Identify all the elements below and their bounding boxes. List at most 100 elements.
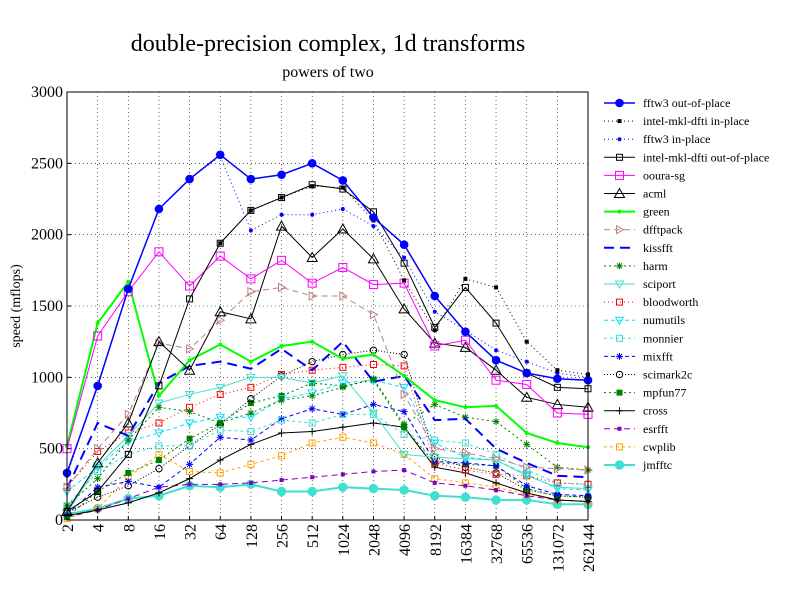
star-stroke xyxy=(248,410,254,416)
data-point xyxy=(460,335,470,345)
x-tick-label: 128 xyxy=(244,524,261,548)
data-point xyxy=(491,375,501,385)
data-point xyxy=(124,409,134,420)
data-point xyxy=(553,463,563,474)
data-point xyxy=(432,309,437,314)
data-point xyxy=(461,448,471,458)
data-point xyxy=(183,364,196,375)
data-point xyxy=(124,450,132,458)
legend-label: intel-mkl-dfti in-place xyxy=(643,114,749,128)
series xyxy=(63,375,592,510)
data-point xyxy=(523,440,531,448)
data-point xyxy=(247,460,255,468)
legend-label: numutils xyxy=(643,313,685,327)
data-point xyxy=(126,496,131,501)
data-point xyxy=(279,478,284,483)
data-point xyxy=(463,483,468,488)
series xyxy=(218,184,590,377)
x-tick-label: 131072 xyxy=(550,524,567,572)
data-point xyxy=(184,390,195,400)
data-point xyxy=(431,443,440,454)
data-point xyxy=(122,416,135,428)
legend-label: intel-mkl-dfti out-of-place xyxy=(643,150,769,164)
star-stroke xyxy=(309,393,316,399)
data-point xyxy=(278,429,286,437)
data-point xyxy=(155,483,163,491)
data-point xyxy=(616,352,623,360)
legend-item: numutils xyxy=(604,313,685,327)
data-point xyxy=(94,467,102,475)
data-point xyxy=(429,439,440,448)
data-point xyxy=(125,469,132,476)
data-point xyxy=(463,405,468,410)
data-point xyxy=(339,383,347,391)
data-point xyxy=(553,374,562,384)
data-point xyxy=(124,499,132,507)
data-point xyxy=(461,466,469,474)
data-point xyxy=(215,150,225,160)
legend-item: green xyxy=(604,205,670,219)
legend-item: esrfft xyxy=(604,422,669,436)
data-point xyxy=(310,475,315,480)
data-point xyxy=(279,212,284,217)
data-point xyxy=(186,435,193,442)
legend-label: kissfft xyxy=(643,241,673,255)
data-point xyxy=(126,279,131,284)
data-point xyxy=(521,472,532,481)
legend-item: mpfun77 xyxy=(604,386,686,400)
data-point xyxy=(245,312,257,324)
data-point xyxy=(402,278,407,283)
x-tick-label: 16384 xyxy=(458,524,475,564)
data-point xyxy=(247,409,255,417)
data-point xyxy=(307,278,317,288)
data-point xyxy=(399,485,409,495)
x-tick-label: 32768 xyxy=(489,524,506,564)
series xyxy=(62,372,593,518)
data-point xyxy=(308,366,316,374)
data-point xyxy=(215,251,225,261)
series xyxy=(63,433,592,523)
data-point xyxy=(216,456,224,464)
data-point xyxy=(402,468,407,473)
data-point xyxy=(399,383,409,393)
data-point xyxy=(616,298,623,306)
data-point xyxy=(491,495,501,505)
series-line xyxy=(66,403,589,515)
data-point xyxy=(123,432,134,441)
data-point xyxy=(492,418,500,426)
data-point xyxy=(368,409,379,419)
legend-label: scimark2c xyxy=(643,368,692,382)
star-stroke xyxy=(401,421,407,428)
star-stroke xyxy=(278,397,285,404)
x-tick-label: 512 xyxy=(305,524,322,548)
legend-item: mixfft xyxy=(604,349,673,363)
data-point xyxy=(552,483,563,493)
data-point xyxy=(460,453,471,463)
y-axis-label: speed (mflops) xyxy=(9,264,24,348)
data-point xyxy=(307,486,317,497)
data-point xyxy=(94,506,102,514)
legend-item: fftw3 in-place xyxy=(604,132,710,146)
x-tick-label: 256 xyxy=(275,524,292,548)
star-stroke xyxy=(125,437,132,443)
data-point xyxy=(307,379,318,389)
star-stroke xyxy=(339,411,346,418)
legend-label: esrfft xyxy=(643,422,669,436)
data-point xyxy=(617,137,622,142)
data-point xyxy=(494,403,499,408)
series xyxy=(66,340,589,490)
legend-label: fftw3 in-place xyxy=(643,132,710,146)
data-point xyxy=(616,389,623,396)
data-point xyxy=(399,450,409,460)
data-point xyxy=(308,419,316,427)
data-point xyxy=(371,224,376,229)
data-point xyxy=(522,379,532,389)
data-point xyxy=(616,224,625,235)
data-point xyxy=(369,213,378,222)
series-line xyxy=(66,225,589,512)
data-point xyxy=(553,479,561,487)
legend-item: monnier xyxy=(604,331,683,345)
data-point xyxy=(310,339,315,344)
data-point xyxy=(399,240,409,249)
legend-label: dfftpack xyxy=(643,223,683,237)
